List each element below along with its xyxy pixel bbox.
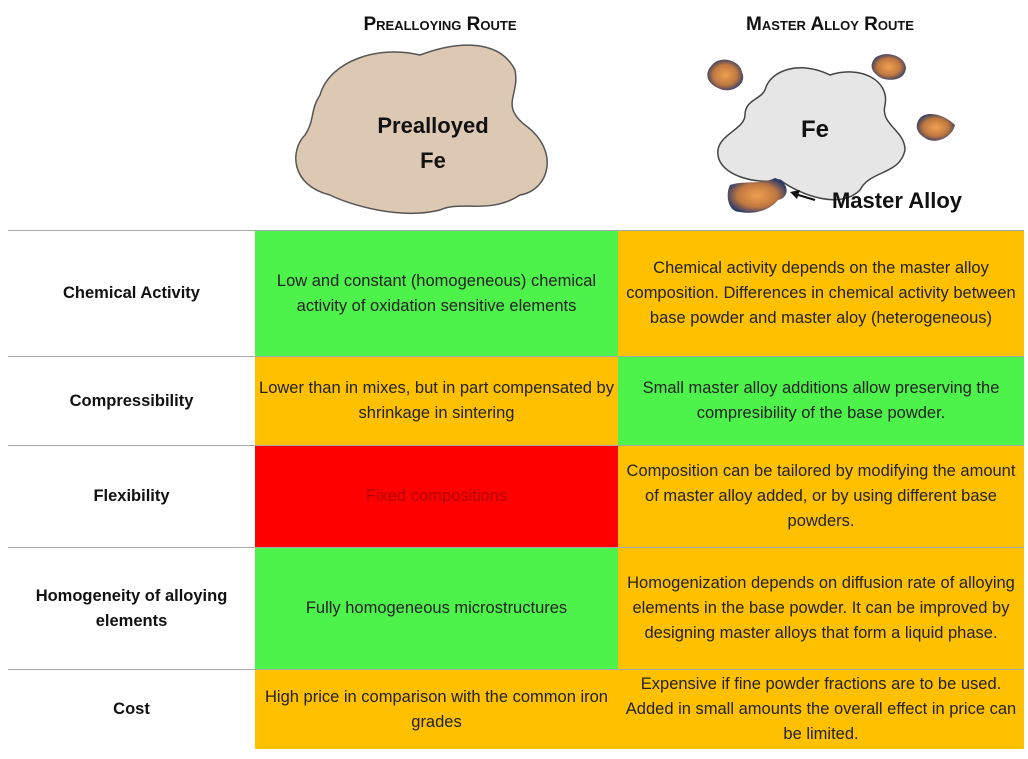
row-label: Homogeneity of alloying elements [8,548,255,669]
row-label: Flexibility [8,446,255,547]
row-label: Cost [8,670,255,749]
table-cell: Expensive if fine powder fractions are t… [618,670,1024,749]
table-cell: Low and constant (homogeneous) chemical … [255,231,618,356]
table-row: Homogeneity of alloying elements Fully ho… [8,547,1024,669]
particle-label: Fe [801,116,829,143]
base-particle [717,67,906,201]
table-row: Cost High price in comparison with the co… [8,669,1024,749]
row-label: Chemical Activity [8,231,255,356]
comparison-table: Chemical Activity Low and constant (homog… [8,230,1024,749]
master-alloy-particle [727,178,787,213]
table-cell: High price in comparison with the common… [255,670,618,749]
table-row: Flexibility Fixed compositions Composition… [8,445,1024,547]
table-cell: Fully homogeneous microstructures [255,548,618,669]
row-label: Compressibility [8,357,255,445]
table-row: Chemical Activity Low and constant (homog… [8,230,1024,356]
prealloyed-particle [295,44,548,214]
table-cell: Lower than in mixes, but in part compens… [255,357,618,445]
table-cell: Homogenization depends on diffusion rate… [618,548,1024,669]
column-title: Prealloying Route [363,14,517,35]
arrow-head [790,190,800,199]
illustration: Prealloyed Fe Fe Master Alloy [295,44,963,214]
table-cell: Fixed compositions [255,446,618,547]
table-row: Compressibility Lower than in mixes, but … [8,356,1024,445]
master-alloy-particle [916,114,955,141]
particle-label: Fe [420,148,446,173]
particle-label: Master Alloy [832,188,963,213]
table-cell: Chemical activity depends on the master … [618,231,1024,356]
column-title: Master Alloy Route [746,14,914,35]
particle-label: Prealloyed [377,113,488,138]
master-alloy-particle [707,59,744,91]
master-alloy-particle [871,54,906,80]
table-cell: Composition can be tailored by modifying… [618,446,1024,547]
table-cell: Small master alloy additions allow prese… [618,357,1024,445]
